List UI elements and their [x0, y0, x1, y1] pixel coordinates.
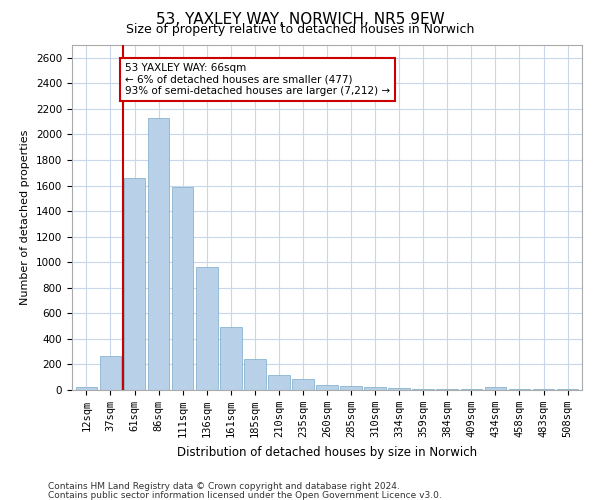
Text: 53 YAXLEY WAY: 66sqm
← 6% of detached houses are smaller (477)
93% of semi-detac: 53 YAXLEY WAY: 66sqm ← 6% of detached ho…	[125, 63, 390, 96]
Bar	[196, 268, 218, 390]
Bar	[124, 178, 145, 390]
Bar	[268, 374, 290, 390]
Bar	[533, 388, 554, 390]
Bar	[485, 388, 506, 390]
X-axis label: Distribution of detached houses by size in Norwich: Distribution of detached houses by size …	[177, 446, 477, 458]
Text: Contains public sector information licensed under the Open Government Licence v3: Contains public sector information licen…	[48, 490, 442, 500]
Bar	[100, 356, 121, 390]
Bar	[76, 388, 97, 390]
Bar	[220, 328, 242, 390]
Bar	[172, 187, 193, 390]
Bar	[364, 387, 386, 390]
Bar	[148, 118, 169, 390]
Text: Contains HM Land Registry data © Crown copyright and database right 2024.: Contains HM Land Registry data © Crown c…	[48, 482, 400, 491]
Bar	[412, 388, 434, 390]
Bar	[316, 385, 338, 390]
Text: Size of property relative to detached houses in Norwich: Size of property relative to detached ho…	[126, 22, 474, 36]
Y-axis label: Number of detached properties: Number of detached properties	[20, 130, 31, 305]
Bar	[388, 388, 410, 390]
Bar	[292, 378, 314, 390]
Bar	[436, 389, 458, 390]
Text: 53, YAXLEY WAY, NORWICH, NR5 9EW: 53, YAXLEY WAY, NORWICH, NR5 9EW	[155, 12, 445, 28]
Bar	[244, 358, 266, 390]
Bar	[340, 386, 362, 390]
